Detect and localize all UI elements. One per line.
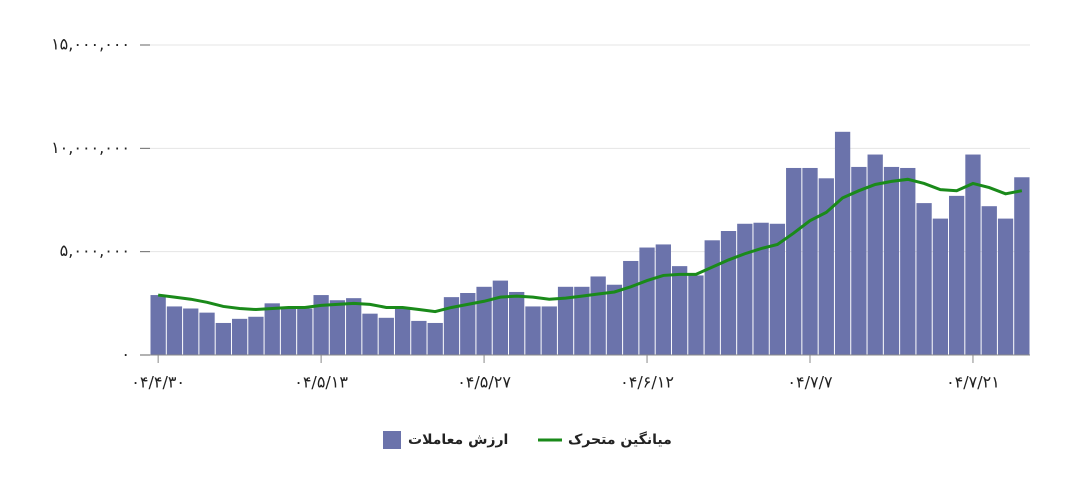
bar	[411, 320, 427, 355]
bar	[248, 316, 264, 355]
bar	[867, 154, 883, 355]
line	[157, 177, 1023, 314]
bar	[655, 244, 671, 355]
x-tick-label: ۰۴/۵/۱۳	[294, 373, 348, 392]
y-tick-label: ۰	[121, 345, 130, 364]
x-tick-label: ۰۴/۷/۲۱	[946, 373, 1000, 392]
bar	[492, 280, 509, 355]
bar	[737, 223, 753, 355]
bar	[313, 295, 329, 355]
bar	[688, 275, 704, 355]
x-tick-label: ۰۴/۶/۱۲	[620, 373, 674, 392]
bar	[264, 303, 280, 355]
bar	[981, 206, 997, 355]
legend-label: ارزش معاملات	[408, 432, 508, 448]
x-tick-label: ۰۴/۷/۷	[787, 373, 833, 392]
bar	[704, 240, 720, 355]
y-tick-label: ۱۰,۰۰۰,۰۰۰	[51, 138, 130, 157]
legend-label: میانگین متحرک	[568, 431, 672, 448]
bar	[590, 276, 606, 355]
bar	[949, 195, 965, 355]
bar	[378, 317, 394, 355]
bar	[166, 306, 183, 355]
legend-swatch	[383, 431, 401, 449]
bar	[671, 266, 688, 355]
bar	[557, 286, 574, 355]
bar	[623, 260, 639, 355]
bar	[427, 322, 443, 355]
bar	[606, 284, 623, 355]
bar	[834, 131, 851, 355]
bar	[1014, 177, 1030, 355]
bar	[476, 286, 492, 355]
bar	[883, 166, 900, 355]
x-tick-label: ۰۴/۵/۲۷	[457, 373, 511, 392]
bar	[183, 308, 199, 355]
bar	[394, 307, 411, 355]
bar	[916, 203, 932, 355]
bar	[297, 308, 313, 355]
bar	[509, 291, 525, 355]
bar	[720, 231, 737, 355]
bar	[786, 167, 802, 355]
y-tick-label: ۱۵,۰۰۰,۰۰۰	[51, 35, 130, 54]
bar	[965, 154, 981, 355]
bar	[346, 298, 362, 355]
bar	[574, 286, 590, 355]
y-tick-label: ۵,۰۰۰,۰۰۰	[60, 241, 130, 260]
bar	[231, 318, 248, 355]
bar	[900, 167, 916, 355]
bar	[362, 313, 378, 355]
bar	[280, 308, 297, 355]
bar	[215, 322, 231, 355]
bar	[150, 295, 166, 355]
bar	[932, 218, 949, 355]
bar	[443, 297, 460, 355]
bar	[525, 306, 541, 355]
bar	[802, 167, 818, 355]
bar	[541, 306, 557, 355]
bar	[639, 247, 655, 355]
bar	[329, 300, 346, 355]
x-tick-label: ۰۴/۴/۳۰	[131, 373, 185, 392]
bar	[818, 178, 834, 355]
bar	[997, 218, 1014, 355]
bar	[199, 312, 215, 355]
bar	[769, 223, 786, 355]
bar	[851, 166, 867, 355]
bar	[753, 222, 769, 355]
bar	[460, 293, 476, 355]
